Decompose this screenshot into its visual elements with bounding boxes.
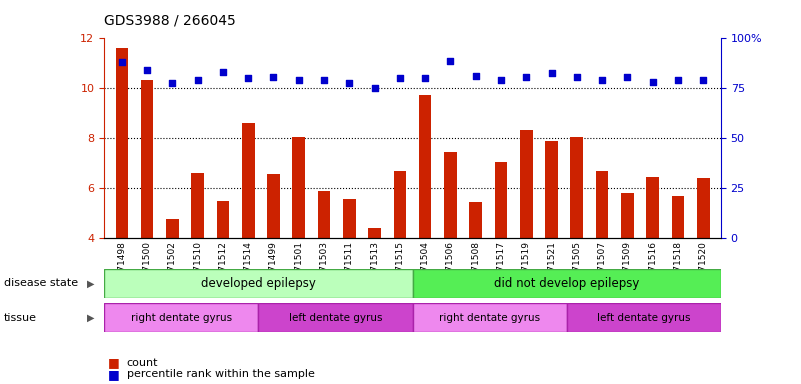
- Text: count: count: [127, 358, 158, 368]
- Text: right dentate gyrus: right dentate gyrus: [131, 313, 231, 323]
- Point: [267, 74, 280, 80]
- Point: [393, 75, 406, 81]
- Text: developed epilepsy: developed epilepsy: [201, 277, 316, 290]
- Point: [141, 66, 154, 73]
- Point: [646, 79, 659, 85]
- Point: [166, 80, 179, 86]
- Bar: [104, 303, 258, 332]
- Text: disease state: disease state: [4, 278, 78, 288]
- Bar: [216, 200, 229, 338]
- Bar: [444, 152, 457, 338]
- Text: GDS3988 / 266045: GDS3988 / 266045: [104, 13, 235, 27]
- Point: [216, 69, 229, 75]
- Bar: [343, 199, 356, 338]
- Bar: [268, 174, 280, 338]
- Point: [545, 70, 558, 76]
- Bar: [292, 137, 305, 338]
- Bar: [258, 303, 413, 332]
- Bar: [545, 141, 557, 338]
- Bar: [413, 269, 721, 298]
- Text: left dentate gyrus: left dentate gyrus: [597, 313, 690, 323]
- Point: [671, 76, 684, 83]
- Point: [242, 75, 255, 81]
- Bar: [318, 190, 330, 338]
- Point: [570, 74, 583, 80]
- Text: did not develop epilepsy: did not develop epilepsy: [494, 277, 639, 290]
- Point: [469, 73, 482, 79]
- Text: ▶: ▶: [87, 313, 94, 323]
- Bar: [368, 228, 381, 338]
- Bar: [495, 162, 507, 338]
- Point: [368, 85, 381, 91]
- Bar: [567, 303, 721, 332]
- Bar: [242, 123, 255, 338]
- Point: [419, 75, 432, 81]
- Bar: [115, 48, 128, 338]
- Text: ▶: ▶: [87, 278, 94, 288]
- Point: [292, 76, 305, 83]
- Bar: [393, 170, 406, 338]
- Bar: [469, 202, 482, 338]
- Point: [621, 74, 634, 80]
- Point: [596, 76, 609, 83]
- Text: percentile rank within the sample: percentile rank within the sample: [127, 369, 315, 379]
- Bar: [671, 195, 684, 338]
- Point: [318, 76, 331, 83]
- Text: ■: ■: [108, 356, 120, 369]
- Text: tissue: tissue: [4, 313, 37, 323]
- Point: [697, 76, 710, 83]
- Bar: [621, 193, 634, 338]
- Point: [343, 80, 356, 86]
- Bar: [596, 170, 609, 338]
- Bar: [697, 178, 710, 338]
- Text: ■: ■: [108, 368, 120, 381]
- Point: [494, 76, 507, 83]
- Bar: [104, 269, 413, 298]
- Point: [444, 58, 457, 64]
- Point: [520, 74, 533, 80]
- Point: [115, 59, 128, 65]
- Bar: [413, 303, 567, 332]
- Bar: [520, 129, 533, 338]
- Bar: [419, 94, 432, 338]
- Text: right dentate gyrus: right dentate gyrus: [439, 313, 540, 323]
- Text: left dentate gyrus: left dentate gyrus: [288, 313, 382, 323]
- Bar: [191, 173, 204, 338]
- Bar: [166, 219, 179, 338]
- Bar: [141, 79, 154, 338]
- Point: [191, 76, 204, 83]
- Bar: [570, 137, 583, 338]
- Bar: [646, 177, 659, 338]
